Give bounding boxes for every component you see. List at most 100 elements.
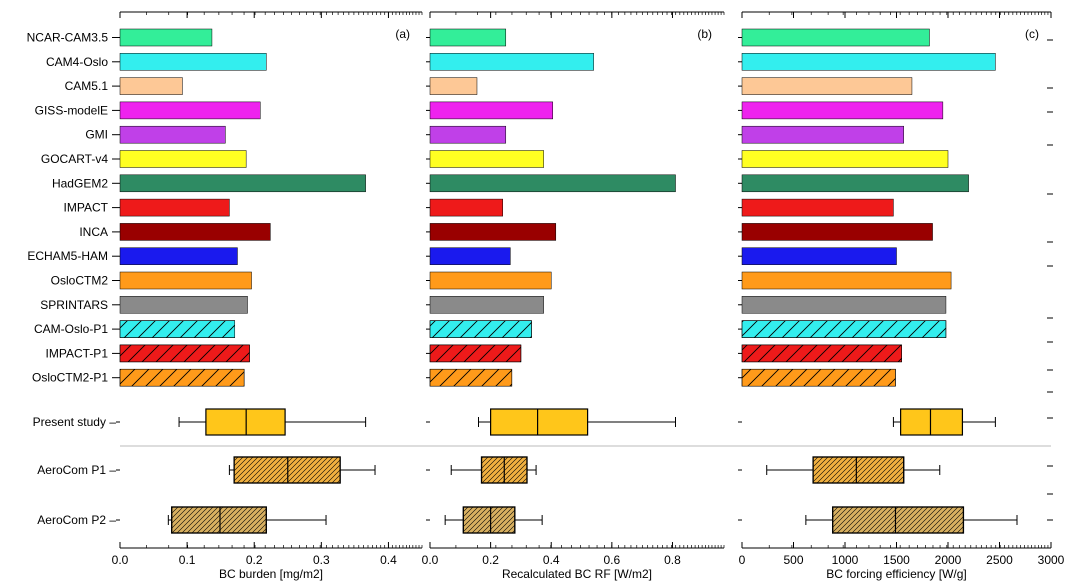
- bar-impact: [741, 198, 894, 217]
- bar-gmi: [429, 125, 507, 144]
- bar-gmi: [741, 125, 904, 144]
- x-tick-label: 2000: [935, 553, 962, 567]
- bar-hatch-impact-p1: [119, 344, 250, 363]
- box-label-present-study: Present study –: [33, 415, 117, 429]
- bar-gocart-v4: [741, 150, 949, 168]
- box-iqr: [490, 408, 589, 436]
- bar-sprintars: [119, 296, 248, 314]
- x-tick-label: 0.8: [664, 553, 681, 567]
- bar-inca: [429, 223, 557, 241]
- bar-hadgem2: [741, 174, 969, 193]
- bar-cam5-1: [429, 77, 478, 95]
- x-tick-label: 0.4: [380, 553, 397, 567]
- bar-inca: [119, 223, 271, 241]
- box-hatch: [171, 506, 267, 534]
- boxplot-aerocom-p2: [738, 506, 1018, 534]
- bar-impact: [119, 198, 230, 217]
- category-label-impact: IMPACT: [64, 201, 109, 215]
- bar-sprintars: [429, 296, 544, 314]
- category-label-gmi: GMI: [85, 128, 108, 142]
- bar-ncar-cam3-5: [429, 28, 507, 47]
- category-label-echam5-ham: ECHAM5-HAM: [27, 249, 108, 263]
- panel-a: 0.0 0.1 0.2 0.3 0.4 BC burden [mg/m2] (a): [112, 11, 423, 581]
- bar-echam5-ham: [429, 247, 511, 265]
- panel-label: (c): [1025, 27, 1039, 41]
- x-tick-label: 0.3: [313, 553, 330, 567]
- bar-cam5-1: [119, 77, 183, 95]
- bar-cam5-1: [741, 77, 913, 95]
- panel-label: (a): [395, 27, 410, 41]
- bar-hatch-osloctm2-p1: [119, 368, 245, 387]
- panels: 0.0 0.1 0.2 0.3 0.4 BC burden [mg/m2] (a) 0.0 0.…: [112, 11, 1065, 581]
- bar-cam4-oslo: [119, 53, 267, 71]
- box-iqr: [900, 408, 964, 436]
- x-tick-label: 0.2: [482, 553, 499, 567]
- boxplot-present-study: [116, 408, 367, 436]
- panel-b: 0.0 0.2 0.4 0.6 0.8 Recalculated BC RF [W/m2]…: [422, 11, 725, 581]
- bar-osloctm2: [119, 271, 252, 290]
- x-tick-label: 0: [739, 553, 746, 567]
- bar-hadgem2: [429, 174, 676, 193]
- box-hatch: [832, 506, 965, 534]
- category-label-gocart-v4: GOCART-v4: [41, 152, 108, 166]
- bar-giss-modele: [429, 101, 554, 120]
- bar-sprintars: [741, 296, 947, 314]
- bar-inca: [741, 223, 933, 241]
- category-labels: NCAR-CAM3.5 CAM4-Oslo CAM5.1 GISS-modelE GMI…: [27, 31, 117, 528]
- box-hatch: [462, 506, 516, 534]
- x-axis-label: BC burden [mg/m2]: [219, 567, 323, 581]
- bar-hatch-osloctm2-p1: [741, 368, 896, 387]
- boxplot-aerocom-p1: [738, 456, 941, 484]
- bar-hatch-impact-p1: [429, 344, 522, 363]
- category-label-osloctm2-p1: OsloCTM2-P1: [32, 371, 108, 385]
- bar-hatch-cam-oslo-p1: [429, 320, 532, 338]
- x-tick-label: 1500: [883, 553, 910, 567]
- bar-gmi: [119, 125, 226, 144]
- category-label-hadgem2: HadGEM2: [52, 176, 108, 190]
- x-tick-label: 0.0: [112, 553, 129, 567]
- x-tick-label: 3000: [1038, 553, 1065, 567]
- x-tick-label: 1000: [832, 553, 859, 567]
- bar-hadgem2: [119, 174, 366, 193]
- x-tick-label: 0.6: [604, 553, 621, 567]
- bar-hatch-osloctm2-p1: [429, 368, 513, 387]
- x-tick-label: 0.1: [179, 553, 196, 567]
- bar-giss-modele: [119, 101, 261, 120]
- boxplot-aerocom-p1: [116, 456, 376, 484]
- bar-ncar-cam3-5: [741, 28, 930, 47]
- boxplot-aerocom-p2: [116, 506, 327, 534]
- bar-gocart-v4: [119, 150, 247, 168]
- x-tick-label: 500: [783, 553, 803, 567]
- category-label-cam-oslo-p1: CAM-Oslo-P1: [34, 322, 108, 336]
- panel-c: 0 500 1000 1500 2000 2500 3000 BC forcing effic…: [738, 11, 1065, 581]
- bar-osloctm2: [741, 271, 952, 290]
- box-hatch: [812, 456, 905, 484]
- bar-hatch-cam-oslo-p1: [119, 320, 236, 338]
- bar-osloctm2: [429, 271, 552, 290]
- x-tick-label: 0.0: [422, 553, 439, 567]
- x-tick-label: 2500: [986, 553, 1013, 567]
- category-label-impact-p1: IMPACT-P1: [46, 346, 109, 360]
- bar-giss-modele: [741, 101, 944, 120]
- bar-cam4-oslo: [741, 53, 996, 71]
- category-label-ncar-cam3-5: NCAR-CAM3.5: [27, 31, 109, 45]
- bar-hatch-cam-oslo-p1: [741, 320, 947, 338]
- x-axis-label: Recalculated BC RF [W/m2]: [502, 567, 652, 581]
- box-hatch: [233, 456, 341, 484]
- box-iqr: [205, 408, 286, 436]
- boxplot-present-study: [426, 408, 677, 436]
- boxplot-aerocom-p2: [426, 506, 543, 534]
- bar-hatch-impact-p1: [741, 344, 902, 363]
- panel-label: (b): [697, 27, 712, 41]
- boxplot-present-study: [738, 408, 996, 436]
- bar-ncar-cam3-5: [119, 28, 213, 47]
- category-label-giss-modele: GISS-modelE: [35, 103, 108, 117]
- bar-echam5-ham: [741, 247, 897, 265]
- category-label-sprintars: SPRINTARS: [40, 298, 108, 312]
- bar-gocart-v4: [429, 150, 544, 168]
- x-axis-label: BC forcing efficiency [W/g]: [826, 567, 967, 581]
- bar-impact: [429, 198, 503, 217]
- bar-cam4-oslo: [429, 53, 594, 71]
- category-label-cam4-oslo: CAM4-Oslo: [46, 55, 108, 69]
